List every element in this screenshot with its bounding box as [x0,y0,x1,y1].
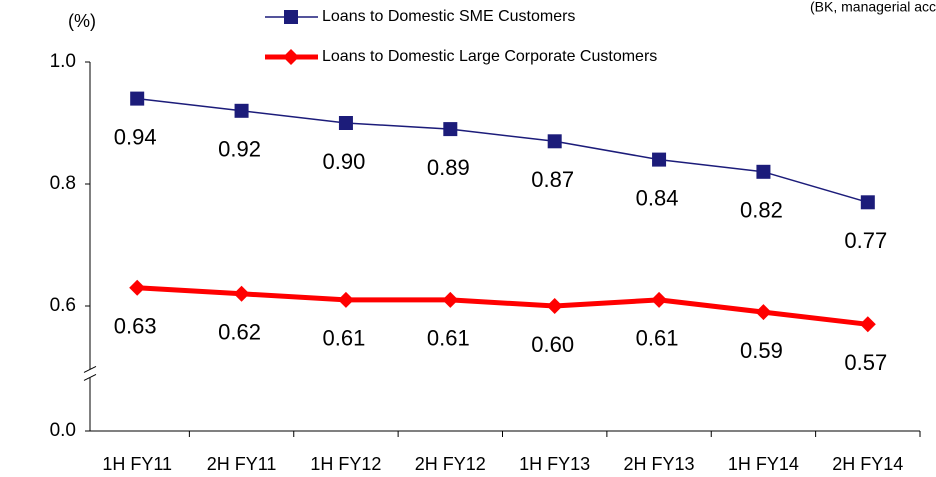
point [337,291,354,308]
x-tick-label: 1H FY11 [102,454,172,474]
x-tick-label: 1H FY13 [519,454,590,474]
x-tick-label: 2H FY12 [415,454,486,474]
y-unit-label: (%) [68,11,96,31]
data-label: 0.61 [636,326,679,351]
data-label: 0.61 [427,326,470,351]
data-label: 0.90 [323,149,366,174]
data-label: 0.61 [323,326,366,351]
point [338,116,353,130]
x-tick-label: 1H FY12 [310,454,381,474]
axis-break-mark [83,365,97,373]
point [756,164,771,179]
x-tick-label: 2H FY13 [624,454,695,474]
series-line [137,97,869,204]
point [546,298,563,314]
legend-marker [284,10,298,24]
data-label: 0.62 [218,320,261,345]
point [860,195,875,210]
point [234,103,249,118]
axis-break-gap [84,369,96,378]
series-line [137,285,869,327]
data-label: 0.92 [218,137,261,162]
data-label: 0.89 [427,155,470,180]
axis-break-mark [83,373,97,381]
data-label: 0.94 [114,124,157,149]
data-label: 0.87 [531,167,574,192]
x-tick-label: 1H FY14 [728,454,799,474]
data-label: 0.57 [844,350,887,375]
point [547,134,562,149]
point [129,279,146,296]
point [651,291,668,308]
point [233,285,250,302]
point [130,91,145,106]
x-tick-label: 2H FY14 [832,454,903,474]
y-tick-label: 0.0 [50,420,76,441]
data-label: 0.84 [636,185,679,210]
point [442,291,459,308]
point [443,122,458,137]
legend-label: Loans to Domestic SME Customers [322,8,575,25]
note: (BK, managerial accounting [810,0,936,15]
data-label: 0.59 [740,338,783,363]
point [859,316,876,333]
data-label: 0.82 [740,198,783,223]
y-tick-label: 0.6 [50,295,76,316]
point [652,152,667,167]
data-label: 0.63 [114,314,157,339]
legend-label: Loans to Domestic Large Corporate Custom… [322,48,657,65]
data-label: 0.77 [844,228,887,253]
x-tick-label: 2H FY11 [207,454,277,474]
y-tick-label: 1.0 [50,51,76,72]
legend-marker [283,49,299,65]
point [755,304,772,321]
y-tick-label: 0.8 [50,173,76,194]
data-label: 0.60 [531,332,574,357]
